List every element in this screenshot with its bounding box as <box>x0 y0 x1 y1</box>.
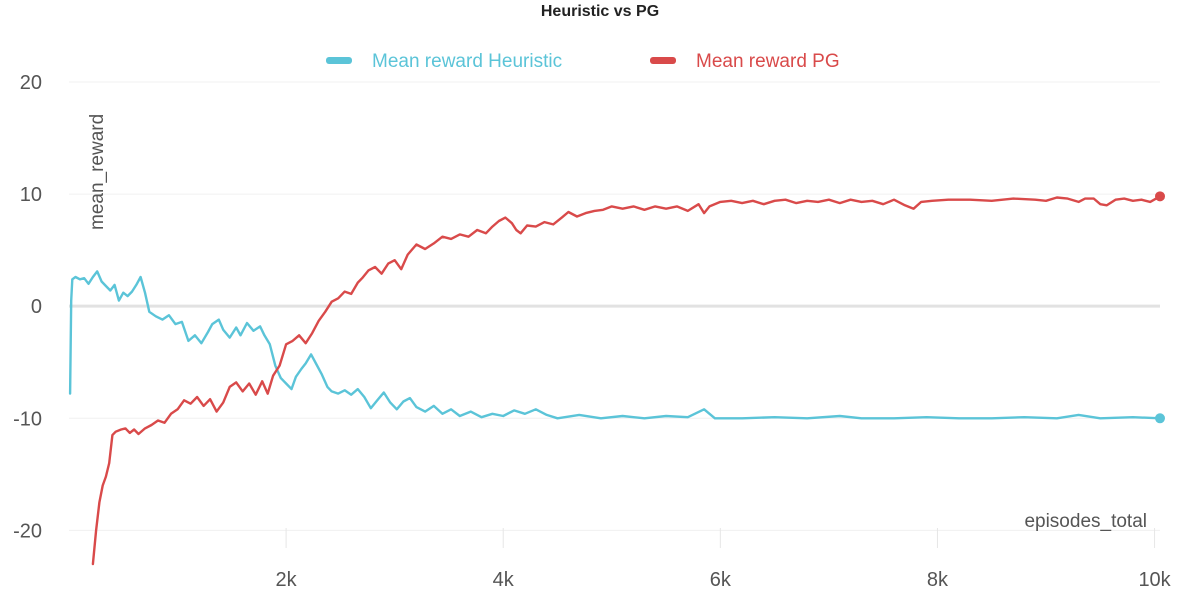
x-tick-label: 6k <box>710 569 732 591</box>
chart-title: Heuristic vs PG <box>541 3 659 20</box>
y-tick-label: 10 <box>20 184 42 206</box>
x-axis-title: episodes_total <box>1024 511 1147 532</box>
y-axis-title: mean_reward <box>87 114 108 230</box>
legend-label: Mean reward Heuristic <box>372 51 562 72</box>
y-tick-label: -10 <box>13 408 42 430</box>
x-tick-label: 8k <box>927 569 949 591</box>
series-line-heuristic <box>68 270 1162 420</box>
legend-swatch <box>326 57 352 64</box>
legend: Mean reward Heuristic Mean reward PG <box>326 51 840 72</box>
y-tick-label: 0 <box>31 296 42 318</box>
x-tick-label: 4k <box>493 569 515 591</box>
series-layer <box>68 191 1165 566</box>
x-tick-label: 10k <box>1138 569 1171 591</box>
legend-swatch <box>650 57 676 64</box>
grid-layer <box>69 81 1160 548</box>
y-tick-label: 20 <box>20 72 42 94</box>
legend-label: Mean reward PG <box>696 51 840 72</box>
y-tick-label: -20 <box>13 520 42 542</box>
series-line-pg <box>91 195 1162 566</box>
series-end-point-pg <box>1155 191 1165 202</box>
series-end-point-heuristic <box>1155 413 1165 424</box>
axis-layer: 20 10 0 -10 -20 2k 4k 6k 8k 10k <box>13 72 1172 591</box>
x-tick-label: 2k <box>276 569 298 591</box>
